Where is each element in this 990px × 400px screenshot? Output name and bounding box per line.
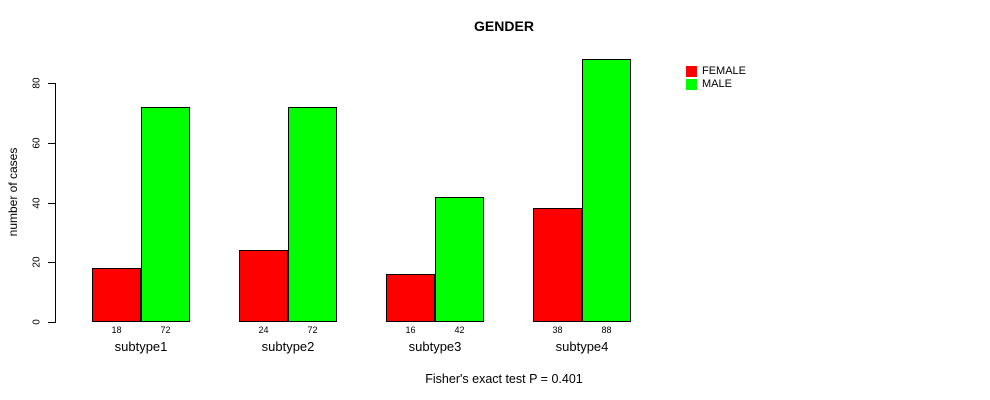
bar-male-subtype4 — [582, 59, 631, 322]
y-axis-tick — [48, 83, 55, 84]
bar-value-label: 72 — [160, 325, 171, 335]
bar-female-subtype4 — [533, 208, 582, 322]
bar-value-label: 16 — [405, 325, 416, 335]
y-axis-tick — [48, 143, 55, 144]
bar-male-subtype3 — [435, 197, 484, 322]
male-swatch-icon — [686, 79, 697, 90]
legend: FEMALE MALE — [686, 66, 746, 90]
bar-value-label: 72 — [307, 325, 318, 335]
bar-value-label: 42 — [454, 325, 465, 335]
bar-value-label: 18 — [111, 325, 122, 335]
stat-test-caption: Fisher's exact test P = 0.401 — [425, 372, 583, 386]
y-axis-tick — [48, 262, 55, 263]
x-category-label-subtype2: subtype2 — [261, 339, 315, 354]
bar-value-label: 24 — [258, 325, 269, 335]
y-axis-tick-label: 60 — [31, 137, 43, 149]
bar-female-subtype2 — [239, 250, 288, 322]
y-axis-tick-label: 40 — [31, 197, 43, 209]
legend-label-female: FEMALE — [702, 65, 747, 77]
chart-title: GENDER — [474, 18, 534, 34]
y-axis-tick-label: 80 — [31, 77, 43, 89]
x-category-label-subtype4: subtype4 — [555, 339, 609, 354]
bar-female-subtype1 — [92, 268, 141, 322]
bar-female-subtype3 — [386, 274, 435, 322]
x-category-label-subtype3: subtype3 — [408, 339, 462, 354]
y-axis-tick-label: 0 — [31, 319, 43, 325]
y-axis-tick-label: 20 — [31, 256, 43, 268]
bar-value-label: 38 — [552, 325, 563, 335]
legend-label-male: MALE — [702, 78, 732, 90]
legend-item-male: MALE — [686, 79, 746, 90]
y-axis-tick — [48, 203, 55, 204]
legend-item-female: FEMALE — [686, 66, 746, 77]
y-axis-tick — [48, 322, 55, 323]
x-category-label-subtype1: subtype1 — [114, 339, 168, 354]
bar-male-subtype1 — [141, 107, 190, 322]
bar-male-subtype2 — [288, 107, 337, 322]
bar-value-label: 88 — [601, 325, 612, 335]
y-axis-line — [55, 83, 56, 323]
female-swatch-icon — [686, 66, 697, 77]
